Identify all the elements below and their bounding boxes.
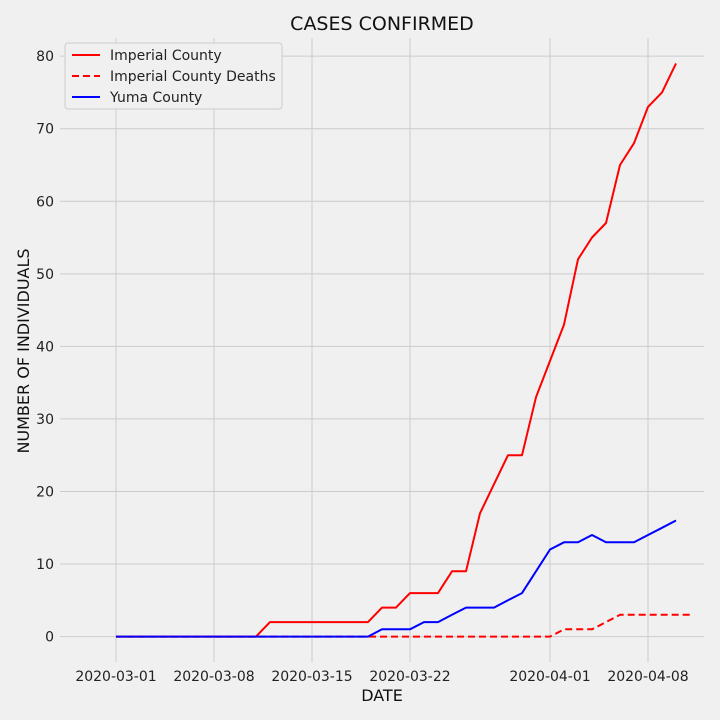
y-tick-label: 60 xyxy=(36,194,54,210)
x-tick-label: 2020-03-15 xyxy=(271,669,352,685)
y-tick-label: 30 xyxy=(36,412,54,428)
y-tick-label: 80 xyxy=(36,49,54,65)
grid-lines xyxy=(60,38,704,662)
y-axis-title: NUMBER OF INDIVIDUALS xyxy=(14,248,33,453)
series-line-yuma-county xyxy=(116,519,677,638)
y-tick-label: 20 xyxy=(36,484,54,500)
x-tick-label: 2020-03-22 xyxy=(369,669,450,685)
y-tick-label: 50 xyxy=(36,267,54,283)
chart-title: CASES CONFIRMED xyxy=(290,13,474,35)
series-line-imperial-county-deaths xyxy=(116,613,690,638)
x-tick-label: 2020-03-08 xyxy=(173,669,254,685)
x-tick-label: 2020-04-08 xyxy=(607,669,688,685)
legend: Imperial County Imperial County Deaths Yum… xyxy=(64,42,283,110)
y-axis-ticks: 0 10 20 30 40 50 60 70 80 xyxy=(36,49,54,645)
legend-label: Yuma County xyxy=(109,90,202,106)
legend-label: Imperial County xyxy=(110,48,222,64)
x-tick-label: 2020-04-01 xyxy=(509,669,590,685)
legend-label: Imperial County Deaths xyxy=(110,69,276,85)
y-tick-label: 10 xyxy=(36,557,54,573)
series-lines xyxy=(116,62,690,638)
x-axis-title: DATE xyxy=(361,686,403,705)
y-tick-label: 40 xyxy=(36,339,54,355)
y-tick-label: 70 xyxy=(36,122,54,138)
legend-box xyxy=(64,42,283,110)
x-axis-ticks: 2020-03-01 2020-03-08 2020-03-15 2020-03-22… xyxy=(75,669,688,685)
x-tick-label: 2020-03-01 xyxy=(75,669,156,685)
y-tick-label: 0 xyxy=(45,630,54,646)
